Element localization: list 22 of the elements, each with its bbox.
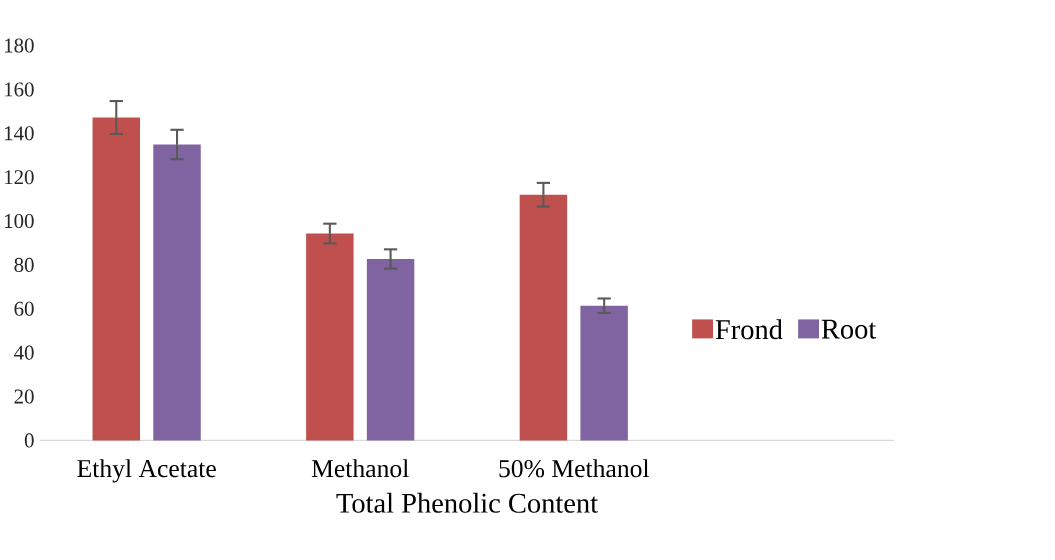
y-tick-label: 20 [14, 389, 34, 404]
y-tick-label: 180 [5, 38, 34, 53]
y-tick-label: 40 [14, 345, 34, 360]
bar [580, 305, 628, 441]
y-tick-label: 0 [24, 433, 34, 448]
legend-label: Root [821, 319, 877, 339]
x-tick-label: Methanol [311, 459, 409, 478]
y-tick-label: 160 [5, 82, 34, 97]
bar [153, 144, 201, 441]
bar [366, 258, 415, 441]
x-axis-title: Total Phenolic Content [336, 492, 598, 513]
y-tick-label: 60 [14, 301, 34, 316]
x-tick-label: 50% Methanol [499, 459, 650, 478]
bar [306, 233, 354, 441]
y-tick-label: 100 [5, 214, 34, 229]
legend-label: Frond [715, 319, 783, 340]
y-tick-label: 80 [14, 257, 34, 272]
y-tick-label: 140 [5, 126, 34, 141]
x-tick-label: Ethyl Acetate [77, 459, 216, 483]
y-tick-label: 120 [5, 170, 34, 185]
bar [92, 117, 141, 441]
bar [519, 194, 568, 441]
